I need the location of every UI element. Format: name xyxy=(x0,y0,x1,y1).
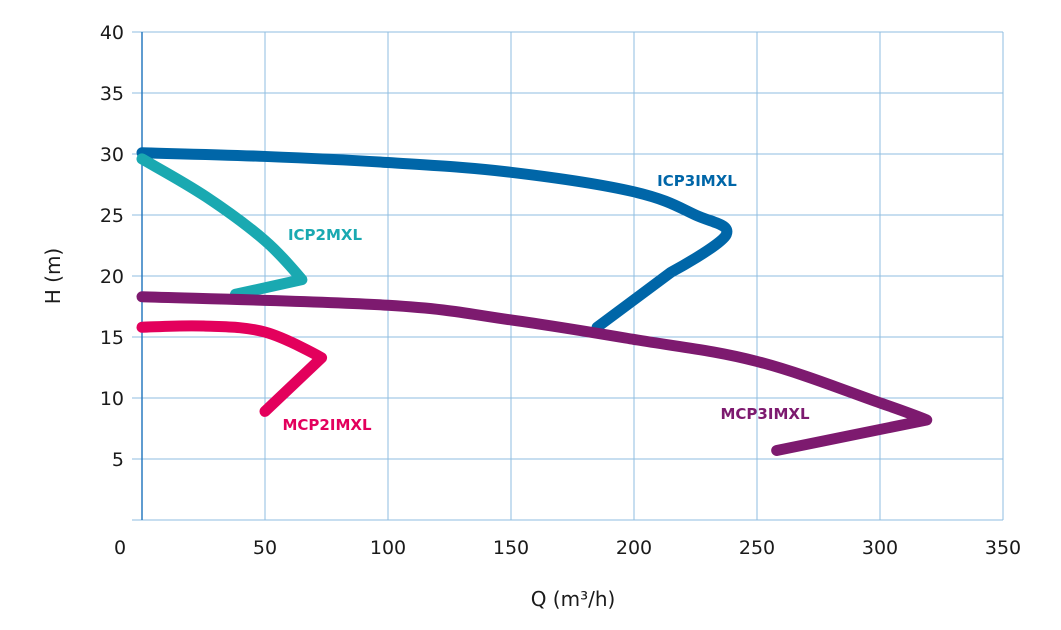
series-label-mcp3imxl: MCP3IMXL xyxy=(721,405,810,423)
y-tick-label: 35 xyxy=(100,83,124,105)
y-tick-label: 15 xyxy=(100,327,124,349)
x-tick-label: 250 xyxy=(739,537,775,559)
y-tick-label: 30 xyxy=(100,144,124,166)
x-tick-label: 50 xyxy=(253,537,277,559)
series-labels: ICP3IMXL ICP2MXL MCP3IMXL MCP2IMXL xyxy=(283,172,810,434)
series-curve-mcp3imxl xyxy=(136,291,933,456)
x-tick-label: 0 xyxy=(114,537,126,559)
series-curve-icp2mxl xyxy=(136,153,308,300)
y-tick-label: 25 xyxy=(100,205,124,227)
series-curve-icp3imxl xyxy=(136,147,733,333)
series-label-icp2mxl: ICP2MXL xyxy=(288,226,363,244)
grid xyxy=(132,31,1004,521)
x-tick-label: 350 xyxy=(985,537,1021,559)
y-tick-label: 40 xyxy=(100,22,124,44)
y-tick-label: 10 xyxy=(100,388,124,410)
series-label-icp3imxl: ICP3IMXL xyxy=(657,172,737,190)
x-tick-label: 300 xyxy=(862,537,898,559)
y-tick-label: 5 xyxy=(112,449,124,471)
y-axis-label: H (m) xyxy=(41,248,65,304)
series-curve-mcp2imxl xyxy=(136,320,328,417)
x-axis-label: Q (m³/h) xyxy=(531,587,616,611)
x-tick-label: 150 xyxy=(493,537,529,559)
tick-labels: 0 50 100 150 200 250 300 350 5 10 15 20 25 30 35 40 xyxy=(100,22,1021,559)
y-tick-label: 20 xyxy=(100,266,124,288)
x-tick-label: 100 xyxy=(370,537,406,559)
curves xyxy=(136,147,933,456)
x-tick-label: 200 xyxy=(616,537,652,559)
series-label-mcp2imxl: MCP2IMXL xyxy=(283,416,372,434)
